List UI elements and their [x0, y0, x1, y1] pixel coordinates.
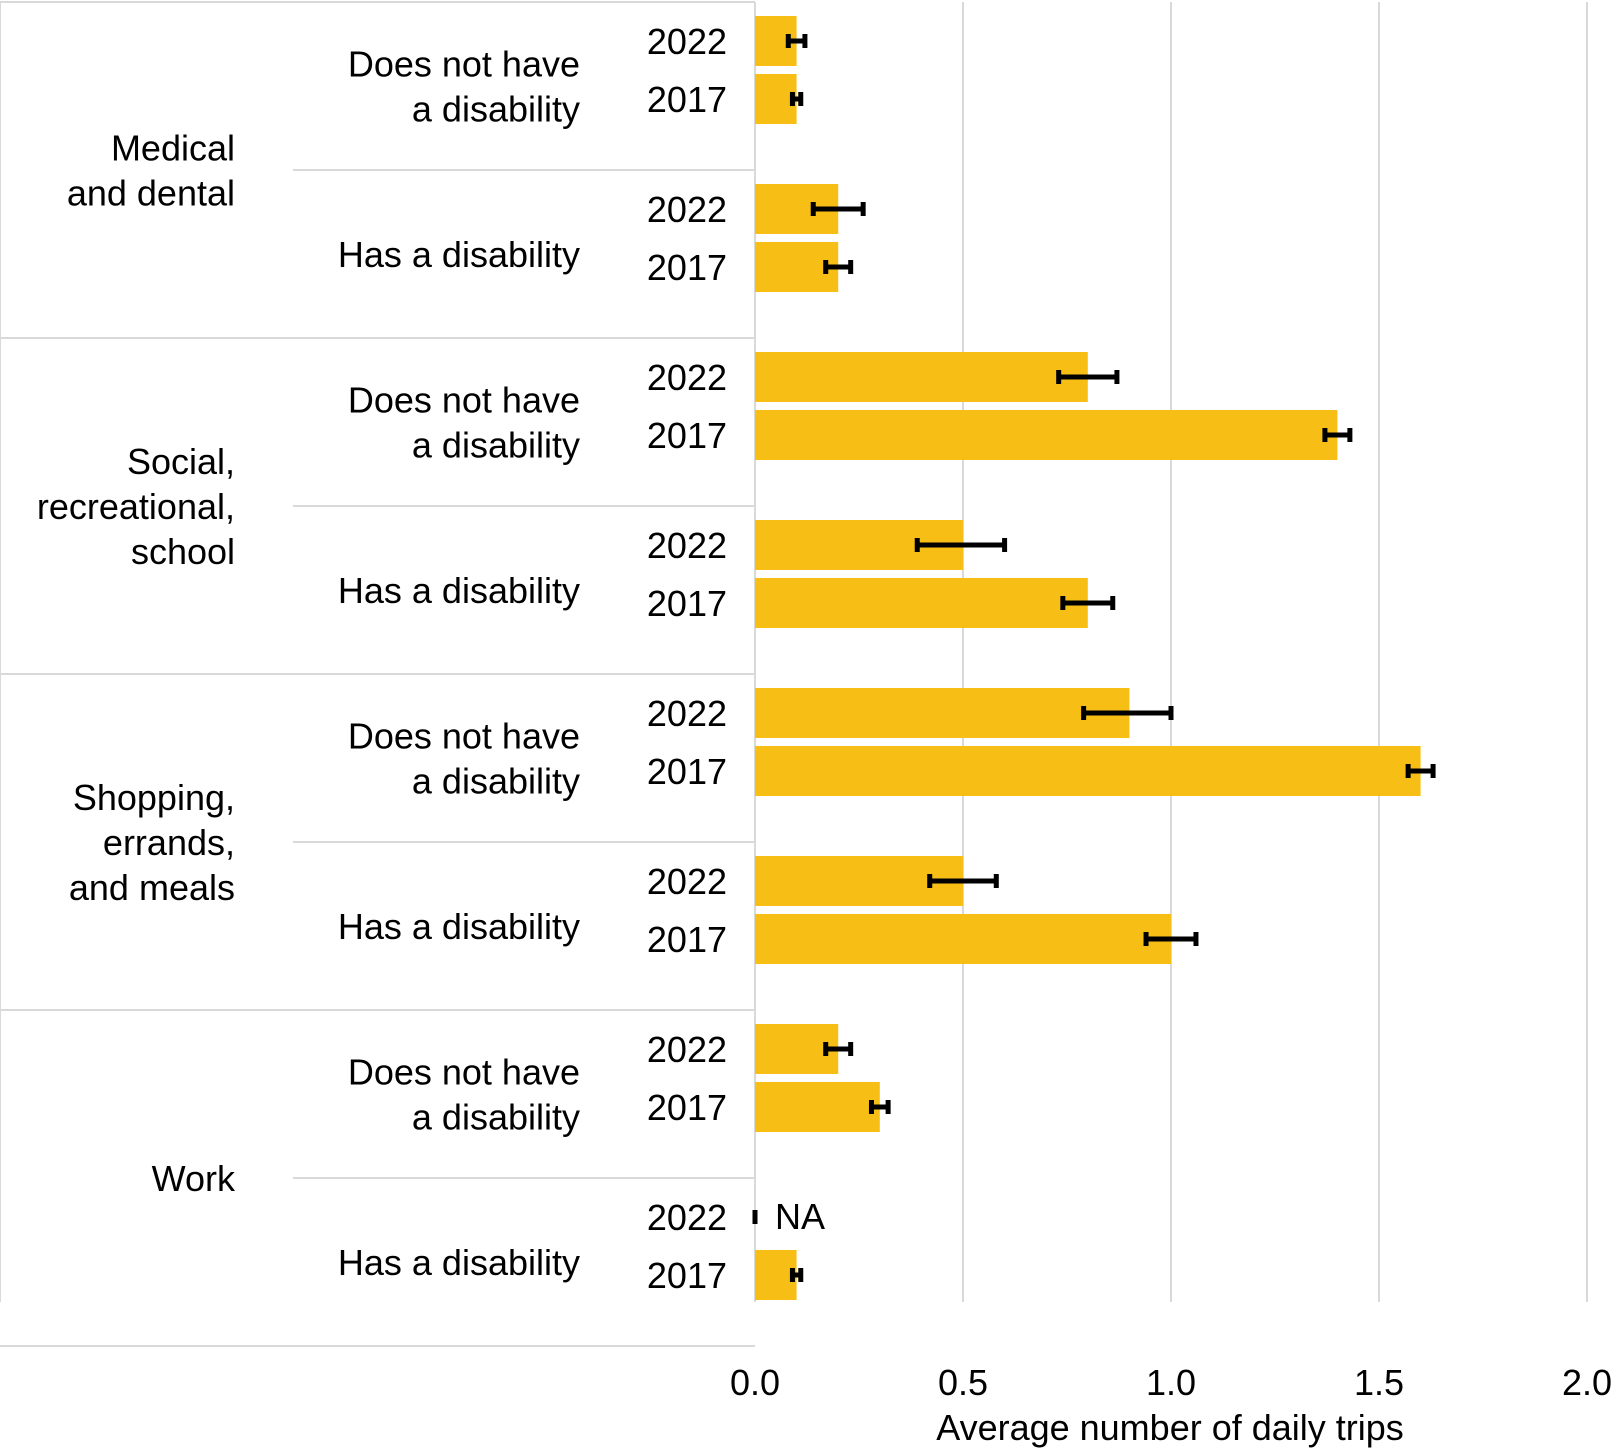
subgroup-label: Does not have	[348, 380, 580, 421]
bar	[755, 914, 1171, 964]
year-label: 2022	[647, 21, 727, 62]
category-label: and meals	[69, 867, 235, 908]
bar	[755, 1250, 797, 1300]
year-label: 2017	[647, 1087, 727, 1128]
subgroup-label: Does not have	[348, 716, 580, 757]
subgroup-label: Does not have	[348, 44, 580, 85]
subgroup-label: Has a disability	[338, 570, 580, 611]
x-tick-label: 0.0	[730, 1362, 780, 1403]
bar	[755, 688, 1130, 738]
bars	[755, 16, 1421, 1300]
category-label: and dental	[67, 173, 235, 214]
year-label: 2017	[647, 751, 727, 792]
gridlines	[962, 2, 1588, 1302]
bar	[755, 410, 1338, 460]
year-label: 2017	[647, 583, 727, 624]
year-label: 2022	[647, 1197, 727, 1238]
year-label: 2022	[647, 861, 727, 902]
x-axis-title: Average number of daily trips	[936, 1407, 1404, 1448]
year-label: 2017	[647, 79, 727, 120]
subgroup-label: a disability	[412, 425, 580, 466]
year-label: 2022	[647, 1029, 727, 1070]
bar	[755, 746, 1421, 796]
year-label: 2017	[647, 1255, 727, 1296]
x-tick-label: 1.5	[1354, 1362, 1404, 1403]
year-label: 2022	[647, 189, 727, 230]
subgroup-label: a disability	[412, 761, 580, 802]
subgroup-label: a disability	[412, 89, 580, 130]
x-axis-ticks: 0.0 0.5 1.0 1.5 2.0	[730, 1362, 1611, 1403]
category-label: errands,	[103, 822, 235, 863]
year-label: 2017	[647, 415, 727, 456]
year-label: 2022	[647, 357, 727, 398]
year-label: 2022	[647, 525, 727, 566]
bar	[755, 74, 797, 124]
subgroup-label: Has a disability	[338, 1242, 580, 1283]
error-bars	[752, 34, 1436, 1282]
bar	[755, 1082, 880, 1132]
na-label: NA	[775, 1196, 825, 1237]
category-label: Shopping,	[73, 777, 235, 818]
subgroup-label: a disability	[412, 1097, 580, 1138]
category-label: Work	[152, 1158, 236, 1199]
x-tick-label: 0.5	[938, 1362, 988, 1403]
subgroup-label: Does not have	[348, 1052, 580, 1093]
x-tick-label: 1.0	[1146, 1362, 1196, 1403]
x-tick-label: 2.0	[1562, 1362, 1611, 1403]
year-label: 2017	[647, 247, 727, 288]
category-label: Medical	[111, 128, 235, 169]
bar	[755, 578, 1088, 628]
year-label: 2022	[647, 693, 727, 734]
year-label: 2017	[647, 919, 727, 960]
category-label: school	[131, 531, 235, 572]
category-label: recreational,	[37, 486, 235, 527]
subgroup-label: Has a disability	[338, 234, 580, 275]
subgroup-label: Has a disability	[338, 906, 580, 947]
category-label: Social,	[127, 441, 235, 482]
bar	[755, 352, 1088, 402]
